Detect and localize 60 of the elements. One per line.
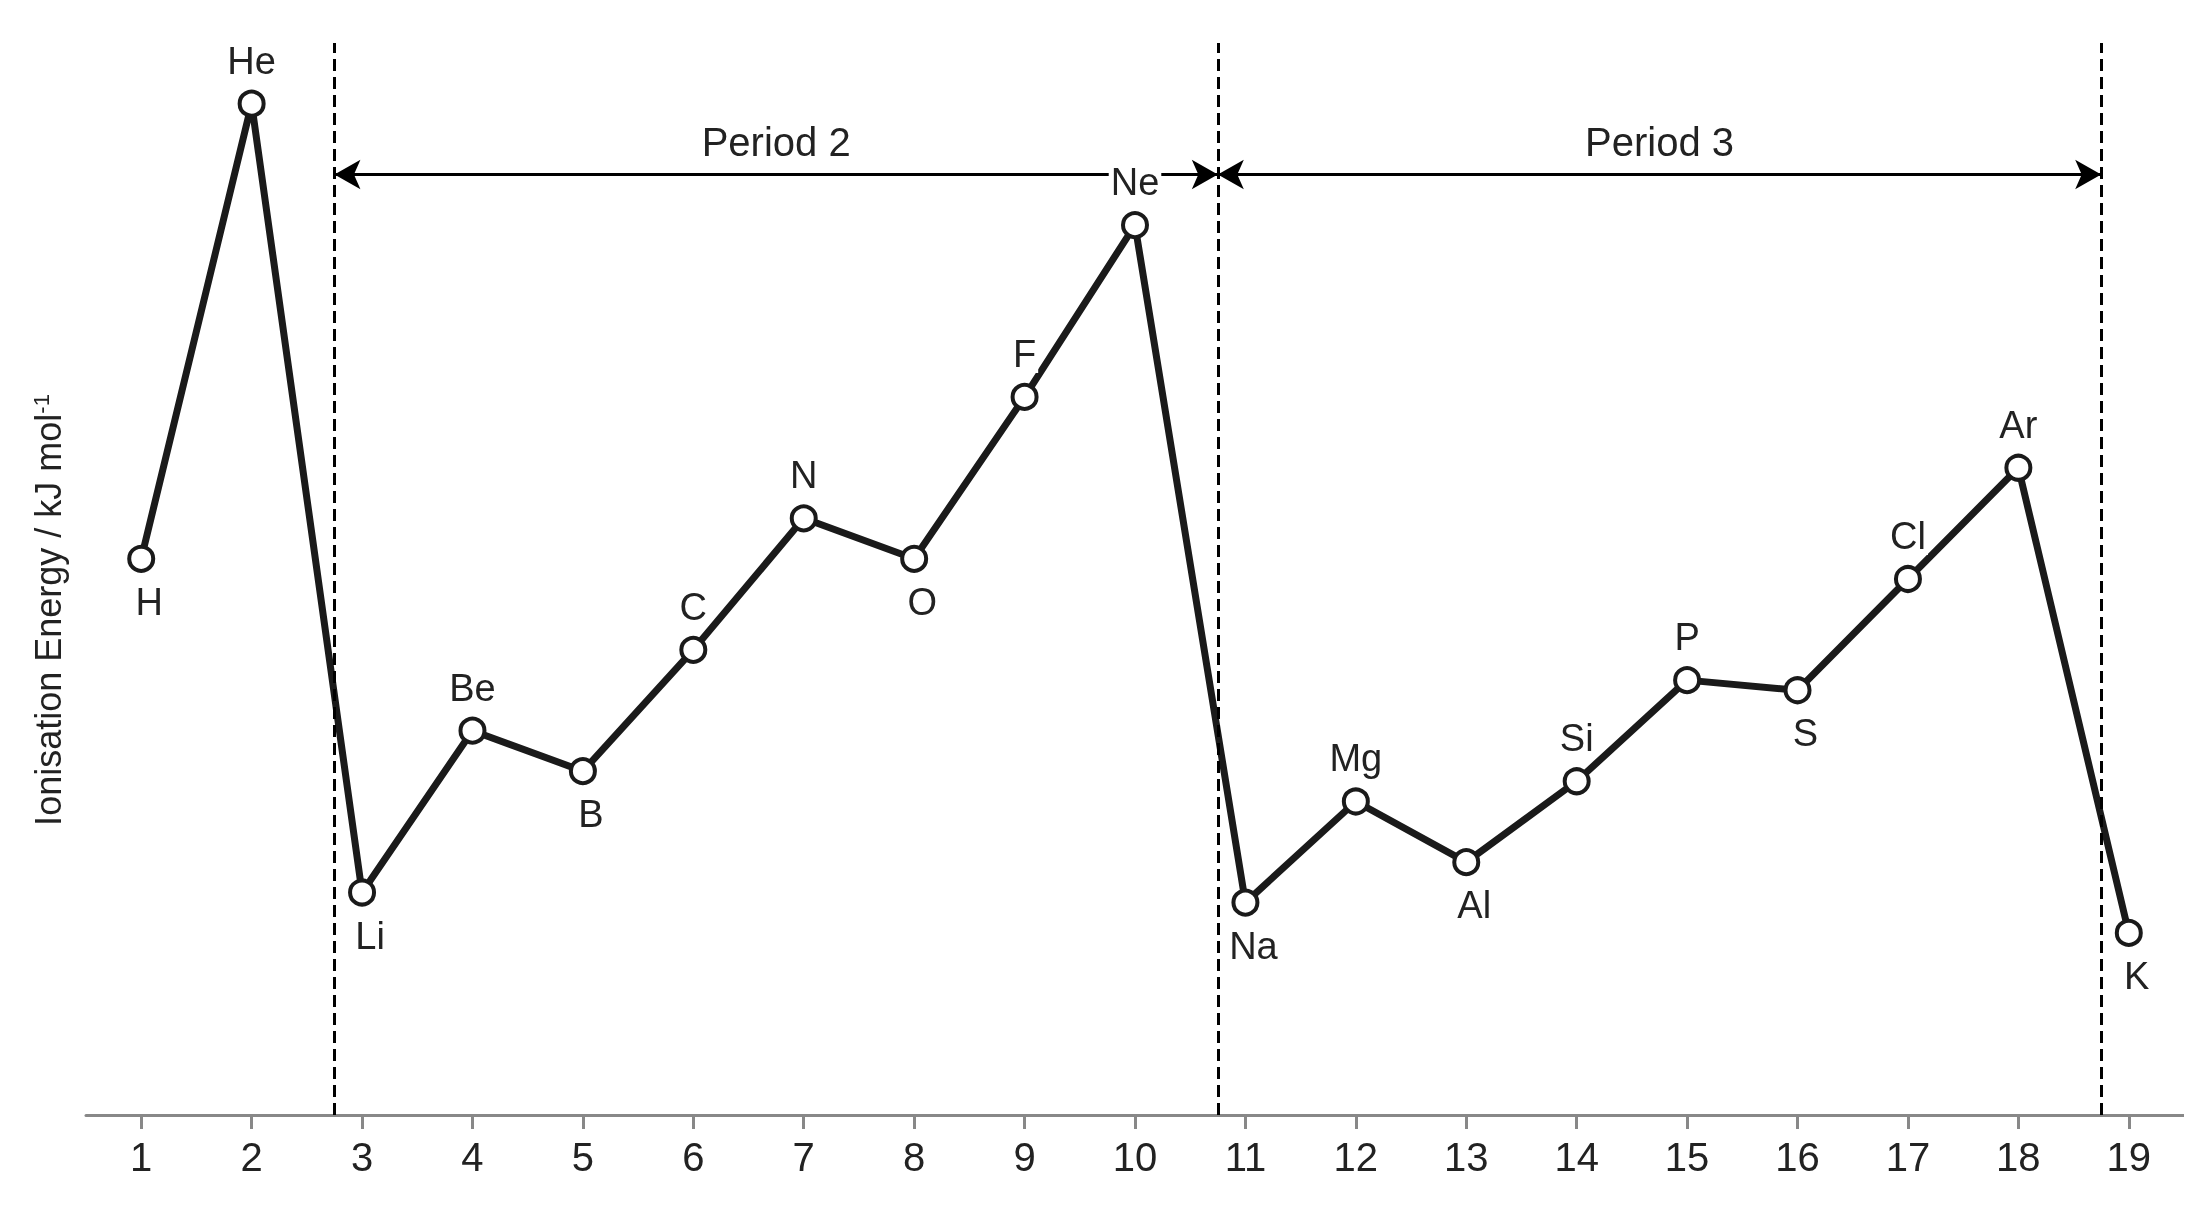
- annotation: N: [790, 454, 818, 497]
- point: [1893, 565, 1922, 593]
- point: [1341, 787, 1370, 816]
- x-tick-label: 15: [1664, 1135, 1710, 1179]
- point: [1783, 676, 1812, 705]
- annotation: Ar: [1999, 403, 2038, 446]
- x-tick-label: 18: [1996, 1135, 2041, 1179]
- x-tick-label: 8: [903, 1135, 926, 1179]
- annotation: Mg: [1329, 737, 1383, 780]
- annotation: Ne: [1110, 161, 1160, 204]
- point: [2114, 918, 2143, 947]
- annotation: S: [1792, 712, 1819, 755]
- annotation: Period 2: [701, 120, 851, 165]
- point: [2004, 453, 2033, 482]
- x-tick-label: 13: [1444, 1135, 1489, 1179]
- x-tick-label: 17: [1885, 1135, 1931, 1179]
- point: [1562, 767, 1591, 796]
- annotation: Na: [1229, 924, 1279, 967]
- point: [568, 757, 597, 786]
- point: [127, 544, 156, 573]
- annotation: H: [135, 580, 163, 623]
- x-tick-label: 6: [682, 1135, 705, 1179]
- point: [679, 635, 708, 664]
- annotation: K: [2124, 954, 2150, 997]
- point: [1231, 888, 1260, 917]
- annotation: Be: [449, 666, 496, 709]
- x-tick-label: 12: [1333, 1135, 1379, 1179]
- x-tick-label: 11: [1224, 1135, 1267, 1179]
- point: [1010, 382, 1039, 411]
- annotation: C: [679, 585, 708, 628]
- y-axis-title: Ionisation Energy / kJ mol-1: [27, 394, 69, 826]
- x-tick-label: 16: [1775, 1135, 1820, 1179]
- annotation: Al: [1457, 884, 1492, 927]
- x-tick-label: 14: [1554, 1135, 1599, 1179]
- point: [458, 716, 487, 745]
- point: [789, 504, 818, 533]
- annotation: He: [227, 39, 276, 82]
- x-tick-label: 3: [350, 1135, 374, 1179]
- annotation: O: [907, 580, 937, 623]
- annotation: P: [1674, 616, 1700, 659]
- x-tick-label: 9: [1013, 1135, 1036, 1179]
- annotation: Li: [355, 914, 385, 957]
- x-tick-label: 2: [240, 1135, 263, 1179]
- x-tick-label: 5: [571, 1135, 595, 1179]
- point: [237, 89, 266, 118]
- point: [348, 878, 377, 907]
- x-tick-label: 19: [2106, 1135, 2152, 1179]
- x-tick-label: 7: [792, 1135, 815, 1179]
- point: [1452, 848, 1481, 877]
- x-tick-label: 4: [461, 1135, 484, 1179]
- annotation: F: [1012, 332, 1037, 375]
- annotation: Period 3: [1585, 120, 1734, 165]
- annotation: Cl: [1890, 515, 1926, 557]
- point: [900, 544, 929, 573]
- point: [1673, 666, 1702, 695]
- annotation: B: [578, 793, 604, 836]
- x-tick-label: 10: [1112, 1135, 1158, 1179]
- annotation: Si: [1559, 717, 1594, 760]
- x-tick-label: 1: [130, 1135, 153, 1179]
- point: [1121, 211, 1149, 240]
